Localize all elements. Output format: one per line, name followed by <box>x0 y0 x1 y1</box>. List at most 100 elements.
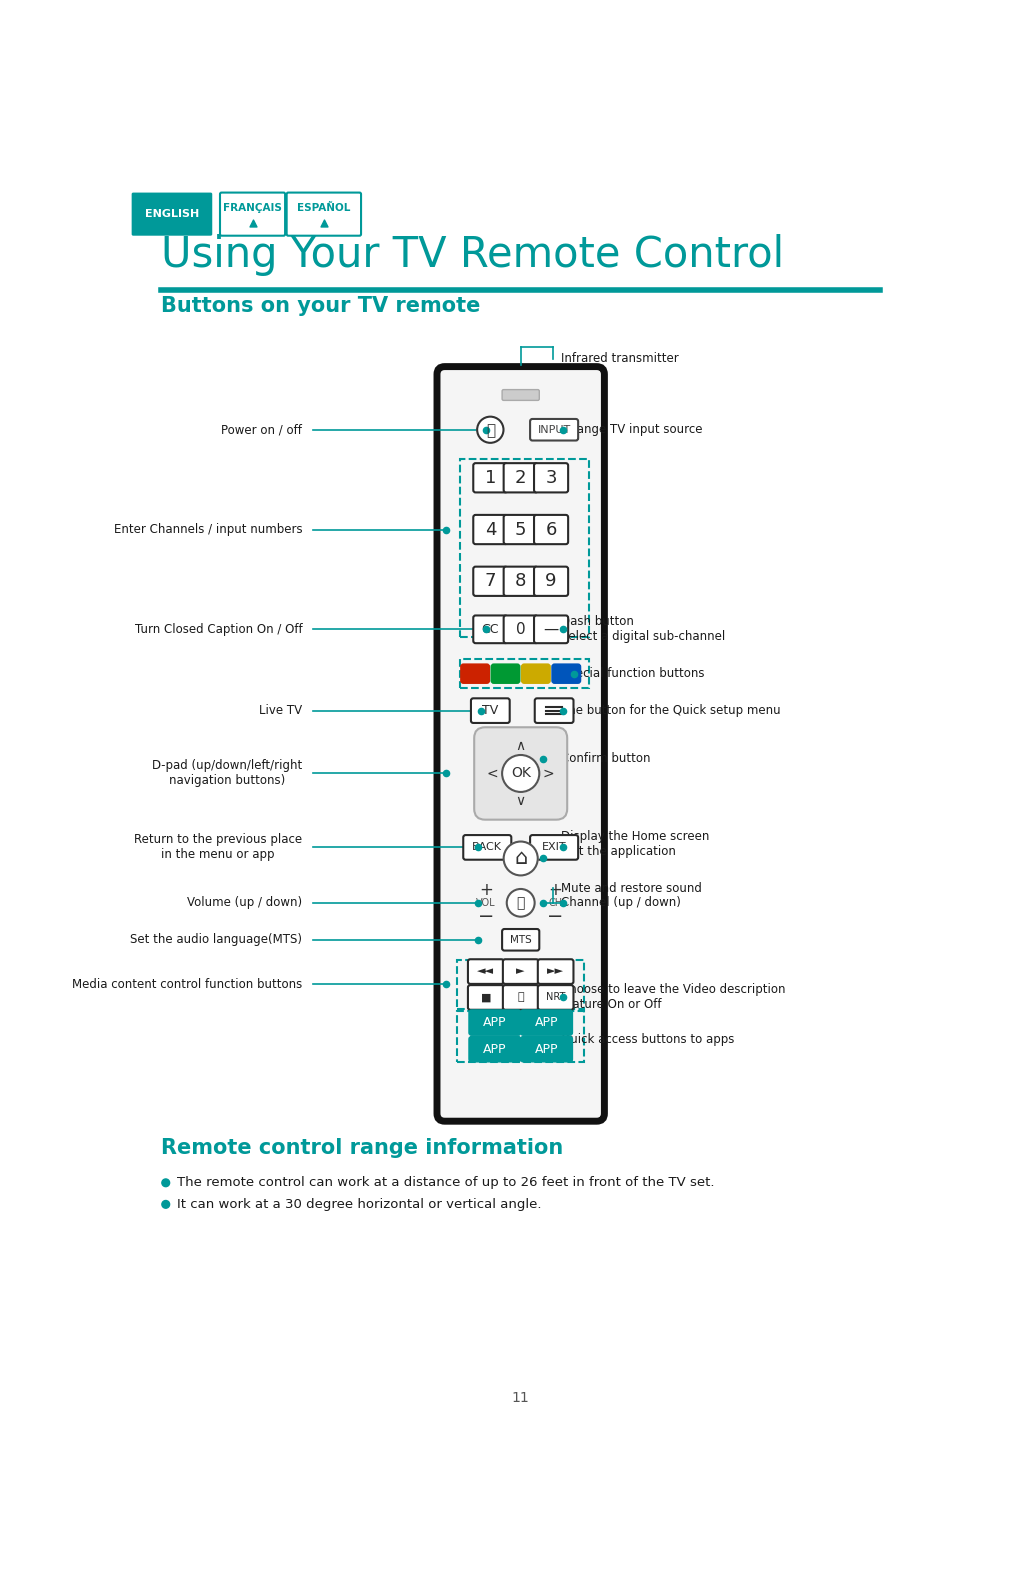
Text: The button for the Quick setup menu: The button for the Quick setup menu <box>561 704 780 716</box>
FancyBboxPatch shape <box>534 699 573 723</box>
FancyBboxPatch shape <box>468 985 504 1009</box>
Text: CC: CC <box>482 622 499 635</box>
FancyBboxPatch shape <box>530 419 578 441</box>
Point <box>555 890 571 915</box>
Point <box>555 616 571 642</box>
Text: 9: 9 <box>546 572 557 591</box>
Circle shape <box>502 755 539 791</box>
FancyBboxPatch shape <box>469 1036 520 1062</box>
Text: INPUT: INPUT <box>537 425 571 435</box>
Point <box>566 661 582 686</box>
FancyBboxPatch shape <box>132 193 212 236</box>
Text: 🔇: 🔇 <box>516 896 525 909</box>
Text: 11: 11 <box>512 1391 529 1406</box>
Text: ⏸: ⏸ <box>517 992 524 1003</box>
Point <box>555 834 571 860</box>
Text: Media content control function buttons: Media content control function buttons <box>72 977 302 990</box>
Point <box>438 971 454 997</box>
FancyBboxPatch shape <box>437 366 605 1121</box>
Text: Special function buttons: Special function buttons <box>561 667 704 680</box>
Text: +: + <box>549 880 563 898</box>
FancyBboxPatch shape <box>537 960 573 984</box>
Text: VOL: VOL <box>475 898 496 907</box>
Text: +: + <box>479 880 493 898</box>
Text: Buttons on your TV remote: Buttons on your TV remote <box>162 296 481 315</box>
Text: CH: CH <box>549 898 563 907</box>
FancyBboxPatch shape <box>469 1011 520 1035</box>
FancyBboxPatch shape <box>502 930 539 950</box>
Point <box>555 1027 571 1052</box>
FancyBboxPatch shape <box>468 960 504 984</box>
FancyBboxPatch shape <box>504 514 537 544</box>
Text: Live TV: Live TV <box>259 704 302 716</box>
Text: OK: OK <box>511 766 530 780</box>
FancyBboxPatch shape <box>534 463 568 492</box>
FancyBboxPatch shape <box>473 567 507 595</box>
FancyBboxPatch shape <box>521 1011 572 1035</box>
Text: Choose to leave the Video description
feature On or Off: Choose to leave the Video description fe… <box>561 984 785 1011</box>
Text: EXIT: EXIT <box>542 842 567 852</box>
Point <box>473 697 490 723</box>
Text: ■: ■ <box>481 992 491 1003</box>
FancyBboxPatch shape <box>471 699 510 723</box>
Text: 8: 8 <box>515 572 526 591</box>
Text: D-pad (up/down/left/right
navigation buttons): D-pad (up/down/left/right navigation but… <box>152 759 302 788</box>
Text: >: > <box>543 766 555 780</box>
Text: 4: 4 <box>485 521 496 538</box>
FancyBboxPatch shape <box>463 836 511 860</box>
Text: BACK: BACK <box>472 842 502 852</box>
FancyBboxPatch shape <box>473 463 507 492</box>
Point <box>470 834 487 860</box>
Point <box>555 985 571 1011</box>
Point <box>535 890 552 915</box>
Point <box>245 210 261 236</box>
Text: Enter Channels / input numbers: Enter Channels / input numbers <box>114 524 302 537</box>
Circle shape <box>478 417 504 443</box>
Text: 1: 1 <box>485 468 496 487</box>
FancyBboxPatch shape <box>502 390 539 400</box>
FancyBboxPatch shape <box>534 567 568 595</box>
Circle shape <box>162 1180 170 1186</box>
Text: −: − <box>478 906 494 925</box>
Text: 0: 0 <box>516 622 525 637</box>
Text: ⏻: ⏻ <box>486 423 495 438</box>
FancyBboxPatch shape <box>504 567 537 595</box>
Point <box>478 616 494 642</box>
Point <box>555 417 571 443</box>
Text: TV: TV <box>483 704 499 716</box>
Text: NRT: NRT <box>546 992 565 1003</box>
Text: ESPAÑOL: ESPAÑOL <box>297 202 351 213</box>
Text: Confirm button: Confirm button <box>561 751 650 766</box>
FancyBboxPatch shape <box>534 514 568 544</box>
Text: 7: 7 <box>485 572 496 591</box>
FancyBboxPatch shape <box>473 616 507 643</box>
Text: Return to the previous place
in the menu or app: Return to the previous place in the menu… <box>134 833 302 861</box>
Point <box>470 927 487 952</box>
FancyBboxPatch shape <box>504 616 537 643</box>
Point <box>555 697 571 723</box>
Text: APP: APP <box>484 1016 507 1028</box>
Text: Exit the application: Exit the application <box>561 845 676 858</box>
Text: ∧: ∧ <box>516 739 525 753</box>
FancyBboxPatch shape <box>474 728 567 820</box>
Text: Channel (up / down): Channel (up / down) <box>561 896 681 909</box>
Text: It can work at a 30 degree horizontal or vertical angle.: It can work at a 30 degree horizontal or… <box>177 1197 542 1212</box>
Text: APP: APP <box>534 1016 558 1028</box>
Text: 3: 3 <box>546 468 557 487</box>
FancyBboxPatch shape <box>530 836 578 860</box>
FancyBboxPatch shape <box>537 985 573 1009</box>
Circle shape <box>507 888 534 917</box>
Text: −: − <box>548 906 564 925</box>
Text: —: — <box>544 622 559 637</box>
Text: 6: 6 <box>546 521 557 538</box>
Text: Mute and restore sound: Mute and restore sound <box>561 882 702 895</box>
Point <box>535 747 552 772</box>
FancyBboxPatch shape <box>521 1036 572 1062</box>
Text: APP: APP <box>534 1043 558 1055</box>
Point <box>470 890 487 915</box>
Text: ENGLISH: ENGLISH <box>145 209 199 220</box>
FancyBboxPatch shape <box>492 664 519 683</box>
Circle shape <box>162 1200 170 1208</box>
Point <box>438 761 454 786</box>
Text: 5: 5 <box>515 521 526 538</box>
